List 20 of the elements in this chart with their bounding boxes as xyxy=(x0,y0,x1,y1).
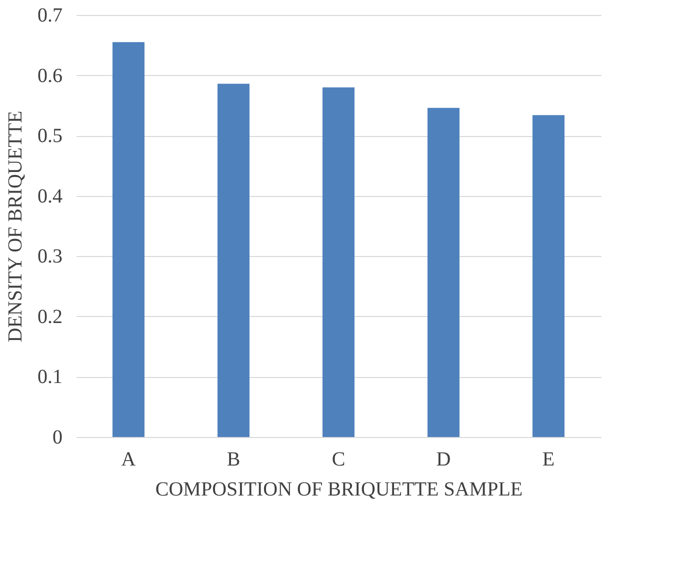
y-tick-label: 0.3 xyxy=(38,246,62,268)
y-axis-title: DENSITY OF BRIQUETTE xyxy=(4,110,26,342)
bar xyxy=(112,42,144,437)
y-tick-label: 0.4 xyxy=(38,185,62,208)
x-tick-label: B xyxy=(226,448,240,470)
bar xyxy=(428,108,460,437)
x-tick-label: E xyxy=(542,448,555,470)
y-tick-label: 0.1 xyxy=(38,366,62,388)
x-tick-label: C xyxy=(332,448,346,470)
x-axis-title: COMPOSITION OF BRIQUETTE SAMPLE xyxy=(155,478,523,500)
y-tick-label: 0.7 xyxy=(38,4,62,26)
y-tick-label: 0.6 xyxy=(38,64,62,87)
y-tick-label: 0.5 xyxy=(38,125,62,148)
bar xyxy=(532,115,564,437)
bar xyxy=(218,84,250,437)
y-tick-label: 0.2 xyxy=(38,306,62,328)
y-tick-label: 0 xyxy=(52,426,62,448)
x-tick-label: A xyxy=(121,448,136,470)
x-tick-label: D xyxy=(436,448,451,470)
bar xyxy=(322,87,354,437)
